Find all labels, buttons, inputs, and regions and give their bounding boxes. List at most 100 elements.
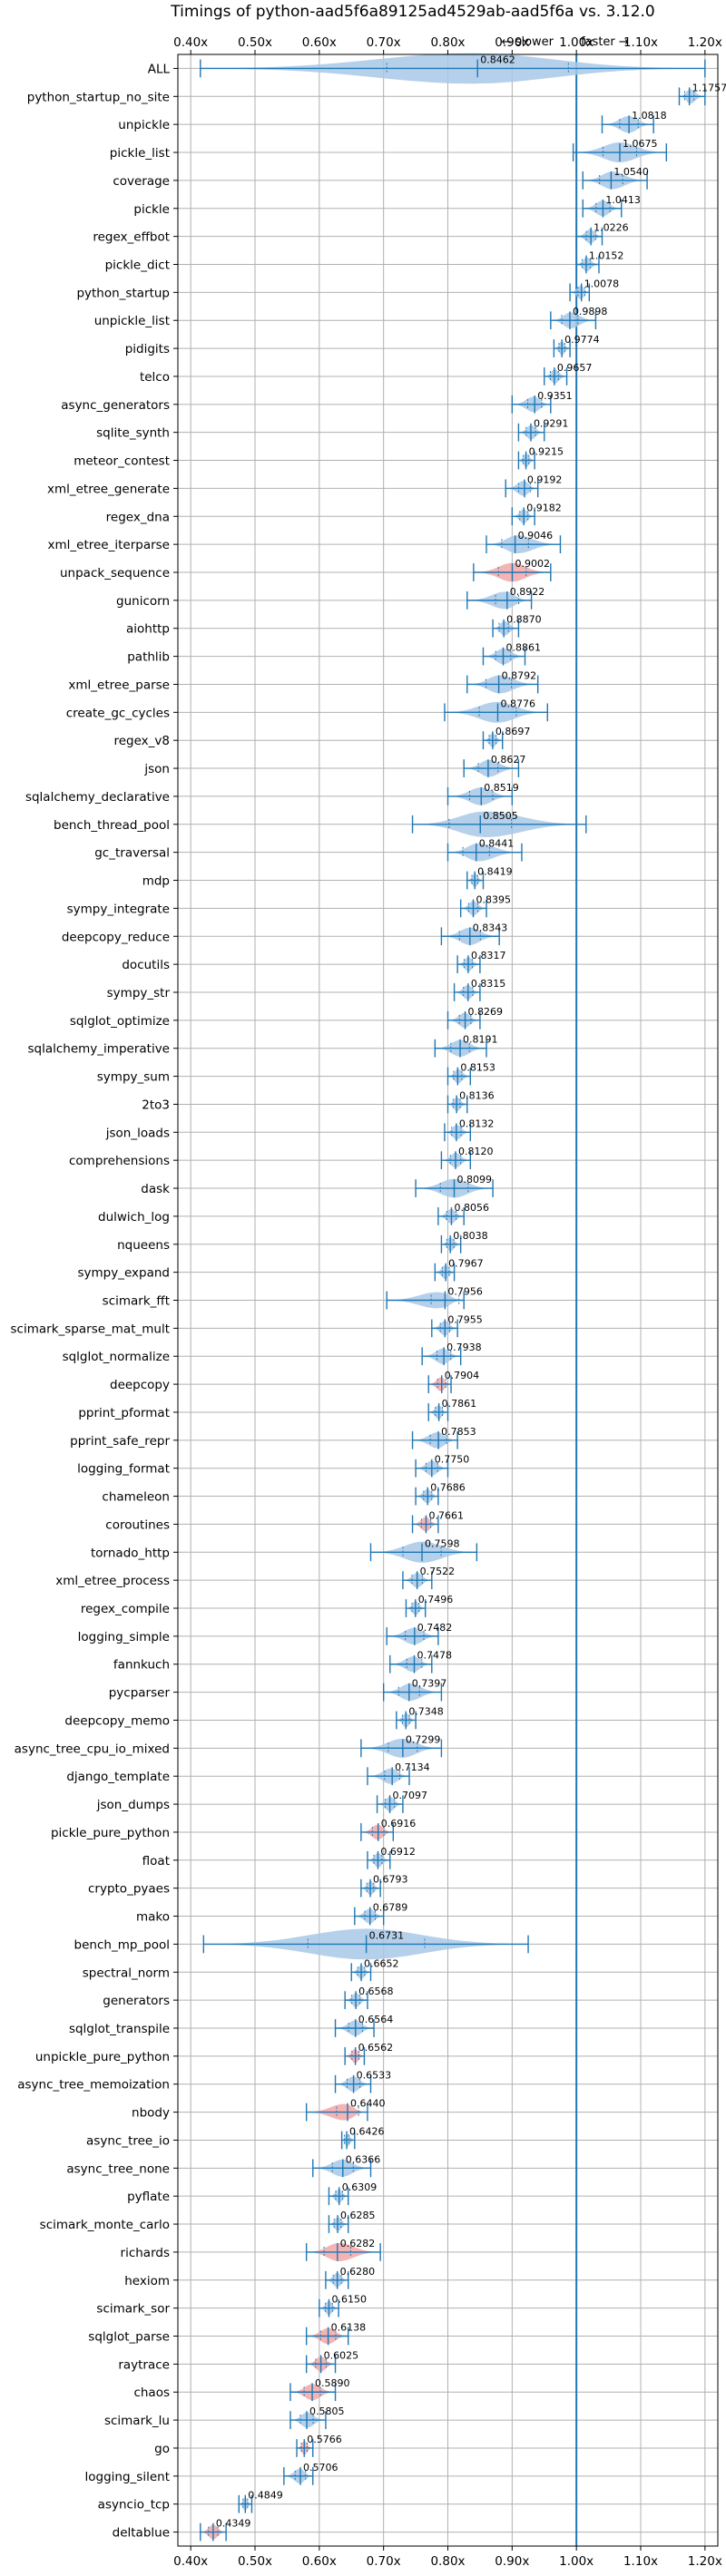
category-label: sqlalchemy_imperative [28, 1042, 171, 1057]
category-label: tornado_http [91, 1546, 170, 1560]
value-label: 0.6025 [324, 2349, 359, 2361]
category-label: ALL [148, 62, 171, 76]
value-label: 0.8627 [491, 754, 526, 766]
value-label: 0.9351 [537, 390, 573, 402]
value-label: 0.6150 [331, 2294, 367, 2306]
category-label: dask [141, 1182, 170, 1196]
category-label: sqlglot_transpile [69, 2022, 170, 2036]
value-label: 0.5805 [309, 2405, 345, 2417]
value-label: 0.7861 [442, 1398, 477, 1410]
category-label: deepcopy_reduce [62, 930, 170, 944]
category-label: regex_compile [81, 1602, 170, 1616]
value-label: 0.8343 [473, 922, 508, 933]
category-label: bench_thread_pool [54, 818, 170, 833]
value-label: 0.8870 [506, 614, 542, 626]
value-label: 0.6309 [342, 2181, 378, 2193]
value-label: 0.8462 [480, 54, 515, 65]
value-label: 0.8315 [471, 978, 506, 990]
category-label: nqueens [117, 1238, 170, 1253]
category-label: pathlib [127, 650, 170, 665]
value-label: 0.6285 [340, 2210, 376, 2221]
faster-annotation: faster → [581, 35, 629, 49]
category-label: unpickle_list [94, 314, 170, 328]
value-label: 0.8191 [463, 1034, 498, 1046]
value-label: 0.6793 [373, 1874, 408, 1886]
category-label: scimark_fft [103, 1294, 170, 1309]
category-label: regex_dna [106, 510, 170, 524]
value-label: 0.9002 [515, 558, 550, 570]
category-label: dulwich_log [98, 1210, 170, 1225]
category-label: aiohttp [126, 622, 170, 637]
value-label: 0.8792 [502, 669, 537, 681]
category-label: scimark_sor [96, 2302, 170, 2317]
slower-annotation: ← slower [502, 35, 554, 49]
value-label: 0.8269 [468, 1006, 504, 1018]
value-label: 0.8441 [479, 838, 515, 850]
value-label: 1.0675 [623, 138, 658, 150]
value-label: 0.8038 [453, 1230, 487, 1242]
value-label: 0.8505 [483, 810, 518, 822]
category-label: pickle_pure_python [51, 1826, 170, 1840]
x-tick-label-top: 1.20x [688, 35, 722, 50]
value-label: 0.7097 [393, 1790, 428, 1801]
category-label: xml_etree_generate [47, 482, 170, 496]
value-label: 0.7522 [420, 1566, 456, 1577]
value-label: 0.6426 [349, 2125, 385, 2137]
category-label: comprehensions [69, 1154, 170, 1168]
value-label: 0.7397 [412, 1678, 447, 1690]
value-label: 0.8056 [454, 1202, 489, 1214]
value-label: 0.4349 [216, 2518, 251, 2530]
value-label: 0.7853 [441, 1426, 476, 1438]
x-tick-label-top: 1.00x [559, 35, 594, 50]
value-label: 1.0818 [632, 110, 667, 122]
category-label: json_dumps [96, 1798, 170, 1812]
category-label: create_gc_cycles [66, 706, 170, 720]
category-label: float [142, 1854, 170, 1869]
value-label: 0.8861 [505, 642, 541, 654]
x-tick-label-bottom: 1.10x [623, 2554, 658, 2569]
value-label: 0.9182 [526, 502, 562, 513]
category-label: pidigits [125, 342, 170, 356]
category-label: telco [140, 370, 170, 385]
category-label: sqlalchemy_declarative [25, 790, 170, 805]
category-label: sqlglot_normalize [63, 1350, 170, 1364]
category-label: python_startup_no_site [27, 90, 170, 104]
value-label: 1.0226 [594, 222, 629, 234]
value-label: 0.9215 [529, 446, 564, 458]
category-label: bench_mp_pool [74, 1937, 170, 1952]
value-label: 0.6562 [358, 2042, 394, 2054]
axis-layer: ALL python_startup_no_site unpickle pickle_… [11, 35, 722, 2569]
value-label: 0.4849 [248, 2490, 283, 2502]
x-tick-label-top: 0.40x [173, 35, 208, 50]
value-label: 0.7496 [418, 1594, 454, 1605]
value-label: 0.9192 [527, 473, 563, 485]
category-label: go [154, 2442, 170, 2456]
category-label: logging_silent [85, 2470, 170, 2484]
category-label: pprint_pformat [78, 1406, 170, 1420]
value-label: 0.8136 [459, 1089, 494, 1101]
value-label: 0.6533 [357, 2070, 392, 2082]
category-label: coverage [113, 174, 170, 189]
value-label: 0.5890 [315, 2377, 350, 2389]
category-label: unpack_sequence [60, 566, 170, 581]
category-label: regex_effbot [93, 230, 170, 245]
x-tick-label-bottom: 0.60x [302, 2554, 337, 2569]
category-label: xml_etree_iterparse [48, 538, 171, 552]
category-label: spectral_norm [83, 1966, 170, 1980]
value-label: 1.0078 [584, 278, 620, 289]
category-label: unpickle [118, 118, 170, 132]
x-tick-label-bottom: 0.90x [495, 2554, 529, 2569]
category-label: chaos [133, 2386, 170, 2400]
category-label: pickle_list [110, 146, 170, 161]
x-tick-label-top: 1.10x [623, 35, 658, 50]
value-label: 0.8519 [484, 782, 519, 794]
value-label: 0.9291 [534, 418, 569, 430]
category-label: docutils [122, 958, 170, 972]
value-label: 0.6366 [346, 2153, 381, 2165]
value-label: 0.6280 [340, 2266, 376, 2278]
value-label: 0.7750 [435, 1454, 469, 1466]
category-label: python_startup [76, 286, 170, 300]
category-label: deepcopy_memo [64, 1713, 170, 1728]
value-label: 0.6652 [364, 1957, 399, 1969]
